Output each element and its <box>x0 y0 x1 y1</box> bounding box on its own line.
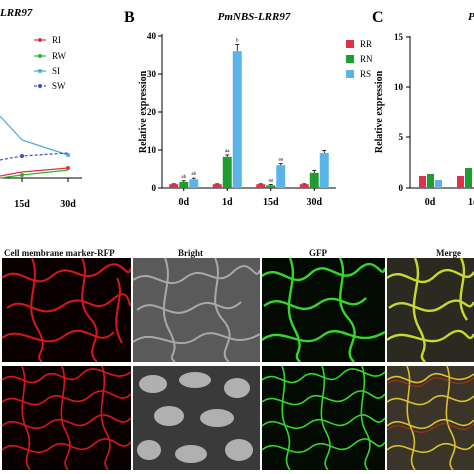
micrograph-gfp-row1 <box>262 258 385 362</box>
panel-b-bar <box>266 185 276 188</box>
charts-svg: LRR97 15d 30d RI RW SI SW B PmNBS-LRR97 … <box>0 7 474 210</box>
panel-b-letter: B <box>124 9 135 26</box>
panel-a-point <box>20 173 24 177</box>
panel-b-significance-label: aa <box>279 158 284 163</box>
panel-b-bar <box>299 184 309 188</box>
panel-b-ytick-label: 30 <box>147 69 157 79</box>
legend-label: SW <box>52 81 66 91</box>
micrograph-label-merge: Merge <box>436 248 461 258</box>
panel-b-significance-label: aa <box>225 149 230 154</box>
panel-b-bar <box>189 179 199 188</box>
ytick-label: 10 <box>394 82 404 92</box>
panel-a-xtick-label: 30d <box>60 199 76 210</box>
panel-c-letter: C <box>372 9 384 26</box>
panel-a-line-sw <box>0 152 69 161</box>
panel-a-xtick-label: 15d <box>14 199 30 210</box>
panel-b-xtick-label: 0d <box>178 197 189 208</box>
micrograph-bright-row1 <box>133 258 260 362</box>
panel-a-point <box>66 153 70 157</box>
panel-b-xtick-label: 1d <box>222 197 233 208</box>
legend-label: RN <box>360 54 373 64</box>
micrograph-merge-row1 <box>387 258 474 362</box>
panel-c-bar <box>427 174 434 188</box>
legend-label: RS <box>360 69 371 79</box>
micrograph-rfp-row1 <box>2 258 131 362</box>
panel-a-line-si <box>0 115 69 156</box>
panel-c-bar <box>435 180 442 188</box>
micrograph-label-bright: Bright <box>178 248 204 258</box>
panel-b-legend: RR RN RS <box>346 39 373 79</box>
panel-b-significance-label: ab <box>181 175 186 180</box>
panel-b-bar <box>179 181 189 188</box>
panel-b-bar <box>256 184 266 188</box>
legend-swatch <box>346 40 354 48</box>
panel-b-ytick-label: 0 <box>152 183 157 193</box>
panel-b-bar <box>232 51 242 189</box>
legend-swatch <box>346 70 354 78</box>
panel-b-bar <box>276 165 286 188</box>
panel-c-bar <box>419 176 426 188</box>
panel-a-line-ri <box>0 167 69 177</box>
panel-b-bar <box>169 184 179 188</box>
panel-b-bar <box>319 153 329 188</box>
panel-b-ytick-label: 40 <box>147 31 157 41</box>
panel-b-significance-label: aa <box>269 179 274 184</box>
micrograph-rfp-row2 <box>2 366 131 470</box>
panel-c-yticks: 0 5 10 15 <box>394 32 410 193</box>
panel-c-bar <box>465 168 472 188</box>
panel-b-significance-label: b <box>236 38 239 43</box>
legend-label: RI <box>52 35 61 45</box>
panel-a-legend: RI RW SI SW <box>34 35 67 91</box>
micrograph-gfp-row2 <box>262 366 385 470</box>
legend-label: SI <box>52 66 60 76</box>
panel-a-point <box>66 166 70 170</box>
panel-c-xtick-label: 0d <box>425 197 436 208</box>
panel-b-xtick-label: 15d <box>263 197 279 208</box>
panel-b-bar <box>309 172 319 188</box>
legend-swatch <box>346 55 354 63</box>
panel-c-xtick-label: 1d <box>468 197 474 208</box>
panel-b-ytick-label: 10 <box>147 145 157 155</box>
micrograph-label-rfp: Cell membrane marker-RFP <box>4 248 115 258</box>
legend-label: RR <box>360 39 372 49</box>
micrograph-merge-row2 <box>387 366 474 470</box>
panel-a-point <box>20 154 24 158</box>
panel-b-title: PmNBS-LRR97 <box>218 11 291 23</box>
panel-b-xtick-label: 30d <box>306 197 322 208</box>
panel-b-ytick-label: 20 <box>147 107 157 117</box>
panel-c-bar <box>457 176 464 188</box>
panel-b-significance-label: ab <box>191 172 196 177</box>
ytick-label: 5 <box>399 132 404 142</box>
panel-c-ylabel: Relative expression <box>374 70 385 153</box>
legend-label: RW <box>52 51 67 61</box>
panel-a-title: LRR97 <box>0 7 33 19</box>
panel-c-title-fragment: P <box>468 11 474 23</box>
panel-b-bar <box>212 184 222 188</box>
panel-b-ylabel: Relative expression <box>138 70 149 153</box>
panel-b-bar <box>222 156 232 188</box>
ytick-label: 0 <box>399 183 404 193</box>
micrograph-label-gfp: GFP <box>309 248 327 258</box>
micrograph-bright-row2 <box>133 366 260 470</box>
ytick-label: 15 <box>394 32 404 42</box>
